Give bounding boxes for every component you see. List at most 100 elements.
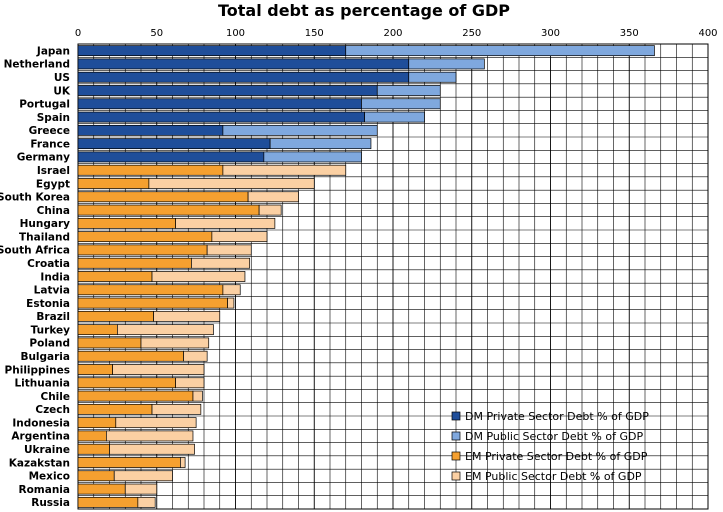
bar-public <box>222 124 378 136</box>
legend-label: EM Private Sector Debt % of GDP <box>465 450 648 463</box>
x-tick-label: 50 <box>150 28 163 39</box>
bar-private <box>77 85 378 96</box>
legend-swatch <box>451 471 461 481</box>
bar-public <box>258 204 282 216</box>
bar-private <box>77 58 410 70</box>
bar-public <box>247 191 299 203</box>
legend-label: DM Public Sector Debt % of GDP <box>465 430 643 443</box>
bar-private <box>77 138 271 150</box>
category-label: Turkey <box>31 324 70 336</box>
bar-private <box>77 71 410 83</box>
bar-private <box>77 310 154 322</box>
bar-public <box>151 271 246 282</box>
category-label: France <box>30 138 70 150</box>
bar-public <box>112 364 205 375</box>
bar-private <box>77 151 265 163</box>
x-tick-label: 100 <box>226 28 245 39</box>
category-label: Estonia <box>26 298 70 310</box>
bar-private <box>77 204 260 216</box>
bar-public <box>408 71 457 83</box>
legend-swatch <box>451 411 461 421</box>
category-label: Portugal <box>19 99 70 111</box>
x-tick-label: 400 <box>698 28 717 39</box>
bar-private <box>77 417 117 429</box>
bar-private <box>77 111 365 123</box>
bar-private <box>77 403 153 415</box>
bar-public <box>222 284 241 296</box>
category-label: Latvia <box>34 285 70 297</box>
category-label: Poland <box>29 338 70 350</box>
bar-public <box>345 45 655 57</box>
bar-public <box>222 164 347 176</box>
legend-label: DM Private Sector Debt % of GDP <box>465 410 649 423</box>
bar-private <box>77 457 181 468</box>
bar-private <box>77 244 208 256</box>
category-label: China <box>37 205 70 217</box>
legend: DM Private Sector Debt % of GDP DM Public… <box>451 410 649 483</box>
bar-private <box>77 496 139 508</box>
category-label: South Korea <box>0 192 70 204</box>
bar-private <box>77 45 347 57</box>
category-label: India <box>40 271 70 283</box>
bar-private <box>77 217 177 229</box>
bar-public <box>117 324 214 336</box>
bar-private <box>77 178 150 189</box>
bar-private <box>77 271 153 282</box>
bars <box>77 45 655 508</box>
category-label: Greece <box>29 125 70 137</box>
bar-private <box>77 337 142 349</box>
category-label: Japan <box>36 45 70 57</box>
bar-public <box>175 217 276 229</box>
bar-public <box>364 111 425 123</box>
bar-private <box>77 231 213 243</box>
bar-public <box>376 85 441 96</box>
bar-public <box>180 457 186 468</box>
bar-public <box>148 178 315 189</box>
bar-private <box>77 257 192 269</box>
category-label: Lithuania <box>14 378 70 390</box>
bar-public <box>408 58 485 70</box>
category-label: Romania <box>19 484 71 496</box>
bar-public <box>151 403 202 415</box>
category-label: Bulgaria <box>20 351 70 363</box>
bar-private <box>77 364 114 375</box>
legend-swatch <box>451 451 461 461</box>
bar-private <box>77 443 110 455</box>
category-label: US <box>54 72 70 84</box>
bar-private <box>77 98 362 110</box>
bar-public <box>269 138 372 150</box>
category-label: Brazil <box>36 311 70 323</box>
bar-public <box>109 443 195 455</box>
category-label: Russia <box>31 497 70 509</box>
bar-public <box>105 430 194 442</box>
bar-private <box>77 164 224 176</box>
category-label: Philippines <box>5 364 70 376</box>
x-tick-label: 150 <box>305 28 324 39</box>
bar-private <box>77 297 228 309</box>
bar-private <box>77 350 184 362</box>
category-label: Czech <box>35 404 70 416</box>
bar-public <box>183 350 208 362</box>
x-tick-label: 200 <box>383 28 402 39</box>
bar-public <box>115 417 197 429</box>
bar-public <box>192 390 203 402</box>
category-label: UK <box>53 85 71 97</box>
category-label: Egypt <box>36 178 70 190</box>
bar-private <box>77 284 224 296</box>
bar-public <box>137 496 156 508</box>
bar-private <box>77 470 115 482</box>
category-label: Hungary <box>20 218 71 230</box>
category-label: Croatia <box>27 258 70 270</box>
bar-private <box>77 483 126 495</box>
legend-label: EM Public Sector Debt % of GDP <box>465 470 642 483</box>
x-tick-label: 250 <box>462 28 481 39</box>
category-label: Chile <box>40 391 70 403</box>
bar-public <box>124 483 158 495</box>
category-label: Mexico <box>29 471 70 483</box>
bar-private <box>77 377 177 389</box>
category-label: Spain <box>37 112 70 124</box>
bar-public <box>211 231 268 243</box>
bar-public <box>140 337 210 349</box>
